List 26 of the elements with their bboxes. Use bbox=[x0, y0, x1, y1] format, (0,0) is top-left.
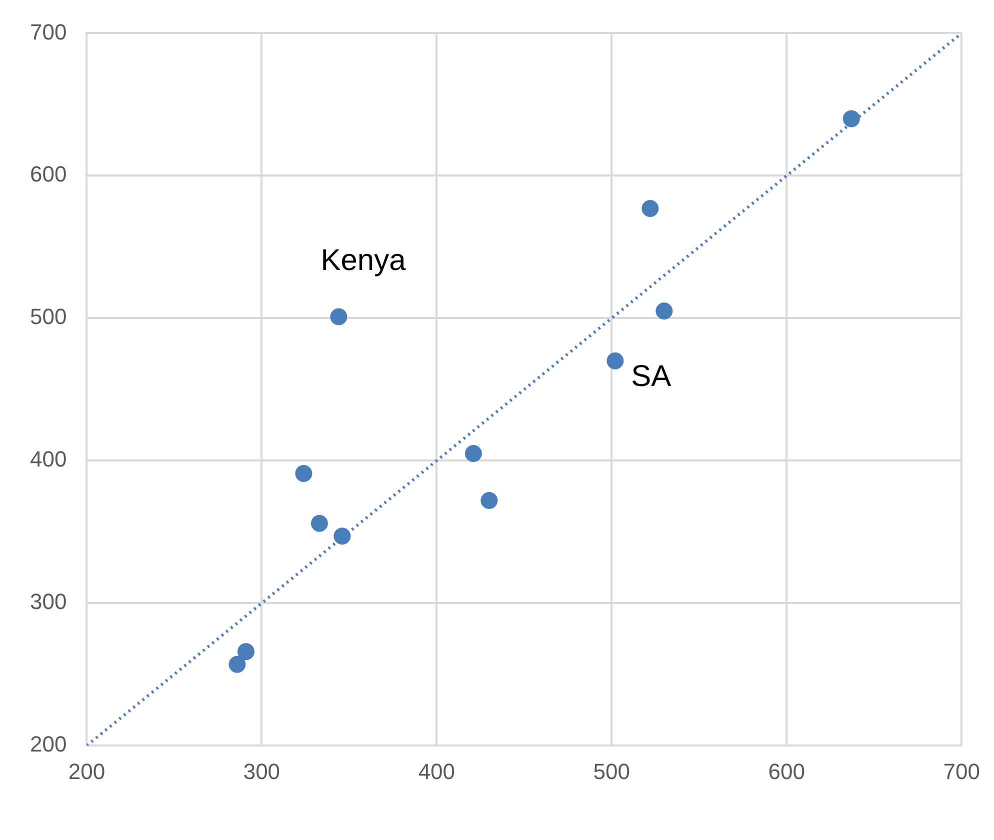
point bbox=[237, 643, 254, 660]
point bbox=[480, 492, 498, 510]
x-tick-label: 200 bbox=[68, 758, 106, 784]
point bbox=[330, 308, 348, 326]
y-tick-label: 300 bbox=[30, 589, 67, 614]
y-tick-label: 200 bbox=[30, 732, 67, 757]
y-tick-label: 600 bbox=[30, 162, 67, 187]
y-tick-label: 400 bbox=[30, 446, 67, 472]
x-tick-label: 300 bbox=[243, 758, 280, 784]
y-tick-label: 500 bbox=[30, 304, 67, 330]
x-tick-label: 400 bbox=[418, 758, 456, 784]
point bbox=[310, 514, 328, 532]
point bbox=[295, 464, 312, 482]
point bbox=[228, 656, 246, 673]
y-tick-label: 700 bbox=[30, 19, 67, 44]
annotation: Kenya bbox=[320, 244, 406, 277]
x-tick-label: 500 bbox=[593, 758, 630, 784]
annotation: SA bbox=[631, 360, 672, 394]
point bbox=[334, 528, 351, 545]
point bbox=[656, 302, 673, 320]
point bbox=[842, 110, 860, 128]
point bbox=[642, 200, 659, 217]
point bbox=[606, 352, 624, 370]
x-tick-label: 600 bbox=[768, 758, 806, 784]
x-tick-label: 700 bbox=[943, 758, 980, 784]
point bbox=[464, 445, 482, 462]
